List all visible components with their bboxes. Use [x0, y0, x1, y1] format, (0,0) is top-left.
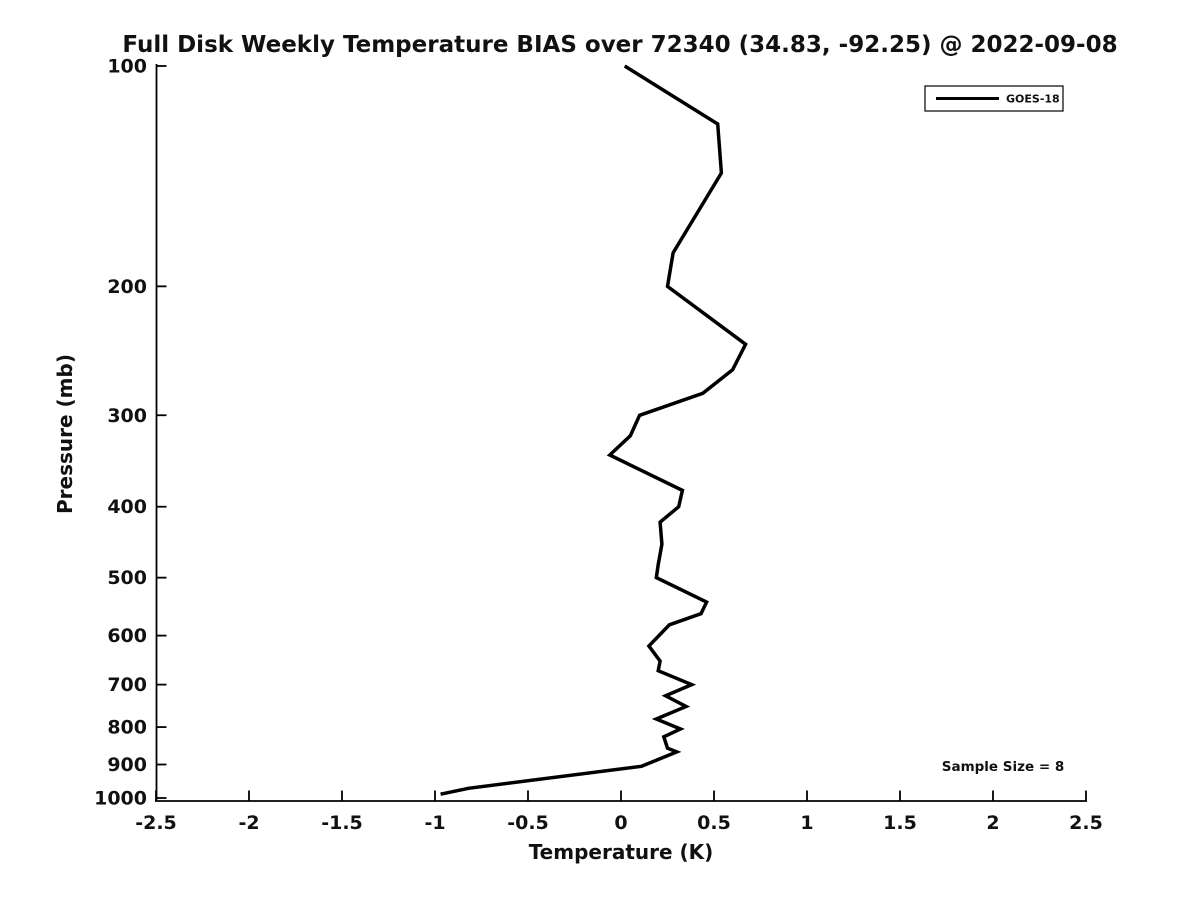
y-tick-label: 500 [107, 567, 147, 589]
legend: GOES-18 [924, 85, 1064, 112]
x-tick-label: 1 [800, 812, 813, 834]
x-axis-label: Temperature (K) [529, 840, 714, 864]
x-tick-label: -1.5 [321, 812, 363, 834]
x-tick-label: 2 [986, 812, 999, 834]
x-tick-label: 1.5 [883, 812, 917, 834]
x-tick-label: 0.5 [697, 812, 731, 834]
y-tick-label: 600 [107, 625, 147, 647]
y-tick-label: 200 [107, 276, 147, 298]
y-tick-label: 800 [107, 717, 147, 739]
profile-line-group [440, 64, 748, 796]
x-tick-label: 0 [614, 812, 627, 834]
x-tick-label: -2 [238, 812, 259, 834]
x-tick-label: -1 [424, 812, 445, 834]
profile-line [440, 64, 748, 796]
x-tick-label: -0.5 [507, 812, 549, 834]
sample-size-annotation: Sample Size = 8 [942, 759, 1065, 775]
y-tick-label: 900 [107, 754, 147, 776]
y-tick-label: 300 [107, 405, 147, 427]
y-tick-label: 100 [107, 56, 147, 78]
y-tick-label: 700 [107, 674, 147, 696]
x-tick-label: 2.5 [1069, 812, 1103, 834]
chart-title: Full Disk Weekly Temperature BIAS over 7… [122, 32, 1117, 58]
x-tick-label: -2.5 [135, 812, 177, 834]
y-axis-label: Pressure (mb) [53, 354, 77, 514]
axes: -2.5 -2 -1.5 -1 -0.5 0 0.5 1 1.5 2 2.5 100 200 300 400… [94, 56, 1103, 835]
y-tick-label: 1000 [94, 788, 147, 810]
legend-label: GOES-18 [1006, 93, 1060, 106]
y-tick-label: 400 [107, 496, 147, 518]
